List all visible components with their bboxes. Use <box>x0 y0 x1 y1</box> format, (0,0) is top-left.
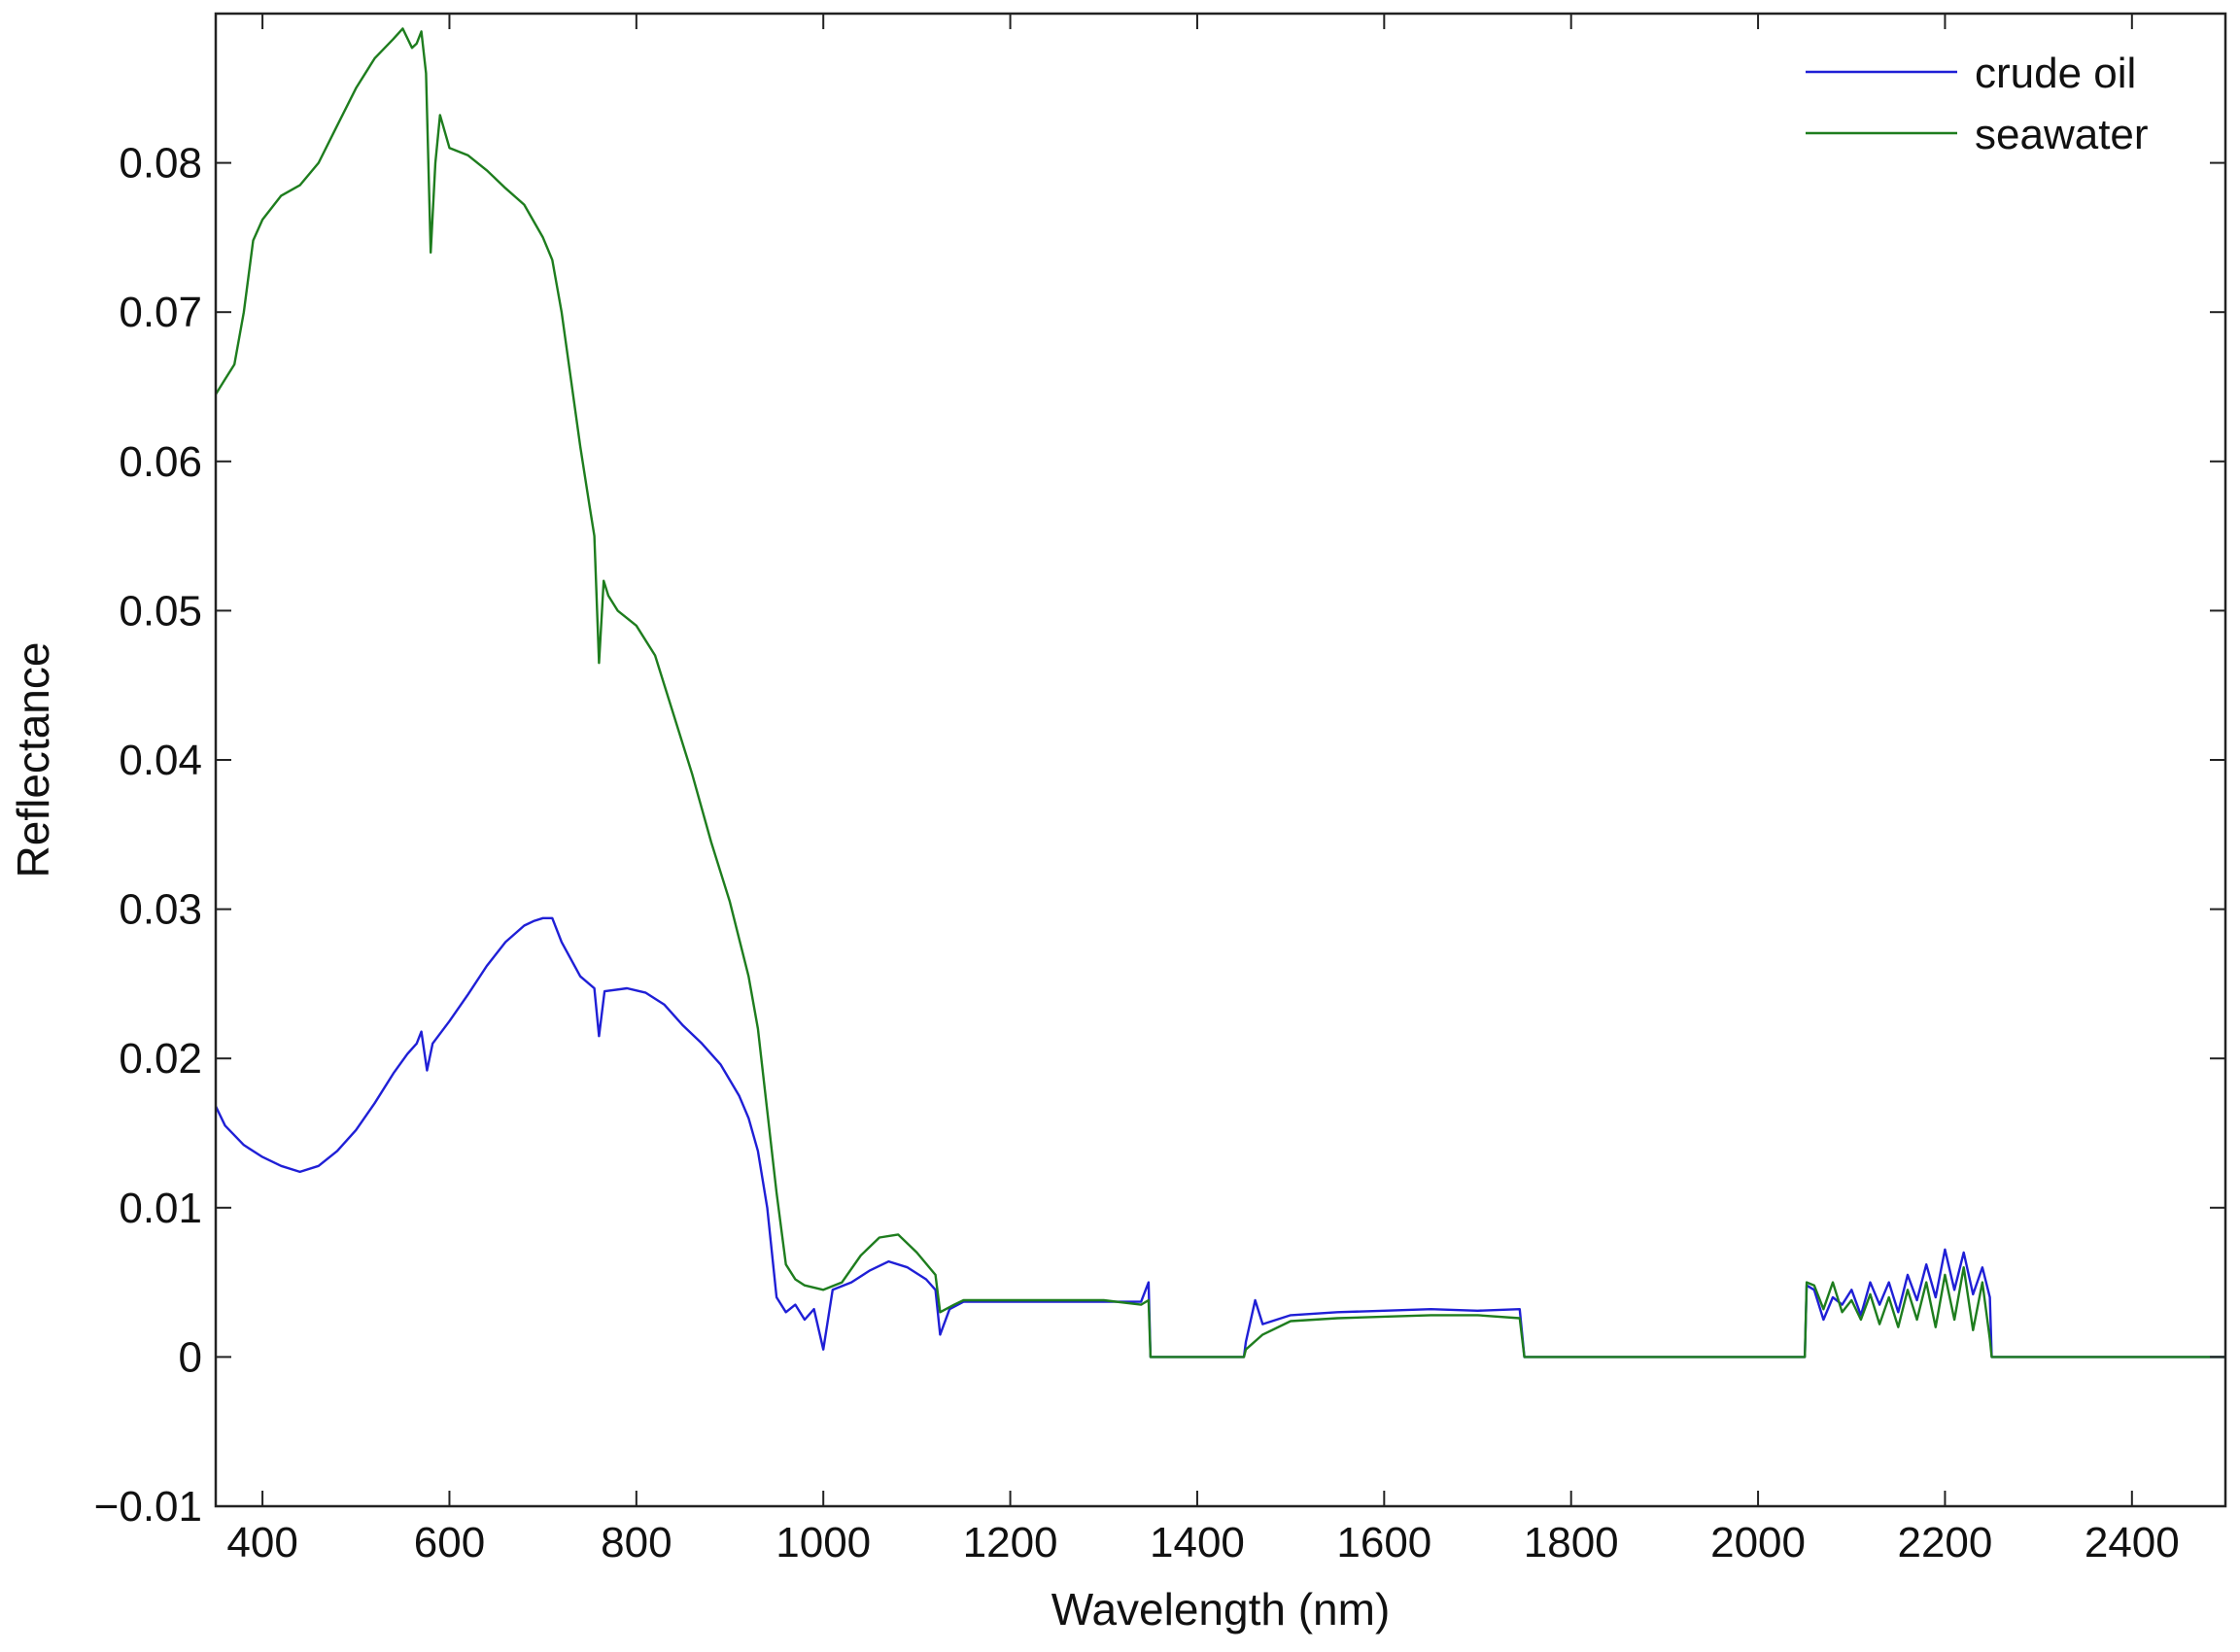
y-tick-label: 0.02 <box>119 1035 202 1083</box>
x-tick-label: 1000 <box>775 1519 871 1566</box>
y-axis-title: Reflectance <box>8 642 58 878</box>
axis-ticks: 400 600 800 1000 1200 1400 1600 1800 2000 2200 240… <box>94 14 2225 1566</box>
y-tick-label: 0.08 <box>119 140 202 188</box>
x-tick-label: 1800 <box>1524 1519 1619 1566</box>
x-axis-title: Wavelength (nm) <box>1051 1584 1391 1635</box>
series-line-crude-oil <box>214 916 2225 1359</box>
series-layer <box>214 27 2225 1359</box>
y-tick-label: 0.04 <box>119 737 202 784</box>
x-tick-label: 1600 <box>1336 1519 1431 1566</box>
legend: crude oil seawater <box>1806 50 2149 158</box>
x-tick-label: 1400 <box>1150 1519 1245 1566</box>
y-tick-label: 0.01 <box>119 1185 202 1232</box>
y-tick-label: −0.01 <box>94 1483 202 1531</box>
y-tick-label: 0.06 <box>119 438 202 486</box>
x-tick-label: 2400 <box>2085 1519 2180 1566</box>
series-line-seawater <box>214 27 2225 1359</box>
y-tick-label: 0.05 <box>119 587 202 635</box>
legend-label-crude-oil: crude oil <box>1975 50 2136 97</box>
y-tick-label: 0.07 <box>119 289 202 336</box>
legend-label-seawater: seawater <box>1975 111 2149 158</box>
x-tick-label: 2200 <box>1897 1519 1992 1566</box>
x-tick-label: 400 <box>226 1519 297 1566</box>
y-tick-label: 0 <box>179 1333 202 1381</box>
x-tick-label: 800 <box>601 1519 672 1566</box>
x-tick-label: 600 <box>414 1519 485 1566</box>
plot-area <box>216 14 2225 1506</box>
y-tick-label: 0.03 <box>119 886 202 934</box>
plot-frame <box>214 12 2227 1508</box>
x-tick-label: 1200 <box>963 1519 1058 1566</box>
x-tick-label: 2000 <box>1710 1519 1806 1566</box>
